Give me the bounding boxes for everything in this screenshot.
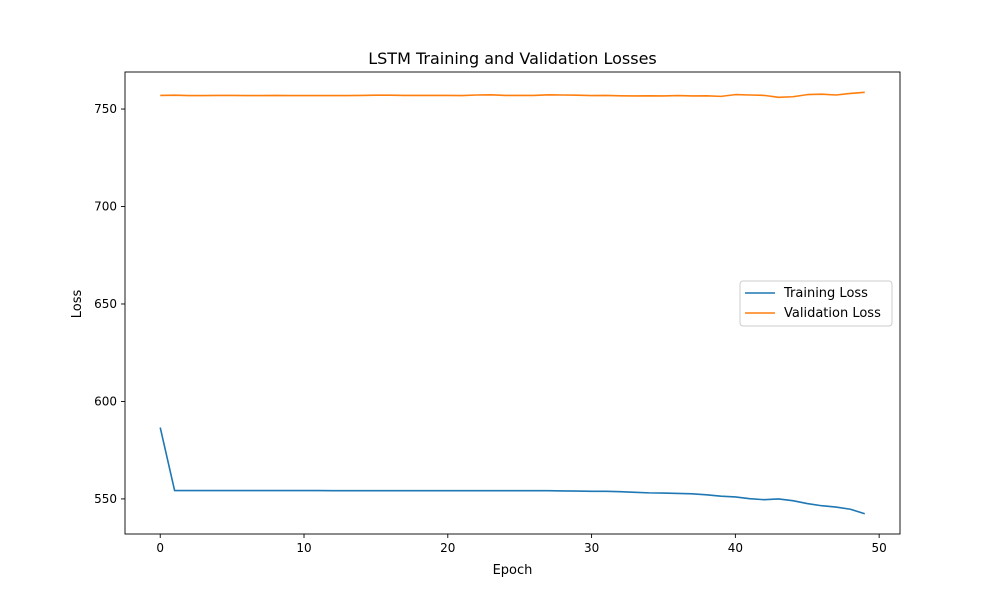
y-tick-label: 600 xyxy=(94,394,117,408)
legend-label-1: Training Loss xyxy=(783,286,868,301)
legend-label-2: Validation Loss xyxy=(784,306,881,321)
x-tick-label: 10 xyxy=(296,541,311,555)
y-tick-label: 550 xyxy=(94,492,117,506)
y-tick-label: 750 xyxy=(94,102,117,116)
chart-title: LSTM Training and Validation Losses xyxy=(368,49,657,68)
y-tick-label: 700 xyxy=(94,200,117,214)
x-axis-label: Epoch xyxy=(493,563,533,578)
axes-frame xyxy=(124,71,901,535)
series-line-2 xyxy=(160,91,865,99)
legend: Training Loss Validation Loss xyxy=(739,280,893,327)
x-tick-label: 20 xyxy=(440,541,455,555)
y-tick-label: 650 xyxy=(94,297,117,311)
plot-area xyxy=(159,91,866,515)
x-tick-label: 0 xyxy=(156,541,164,555)
legend-box xyxy=(739,280,893,327)
x-tick-label: 40 xyxy=(728,541,743,555)
series-line-1 xyxy=(159,427,866,515)
y-axis-label: Loss xyxy=(70,290,85,319)
x-tick-label: 30 xyxy=(584,541,599,555)
x-tick-label: 50 xyxy=(872,541,887,555)
axes: 0 10 20 30 40 50 550 600 650 700 750 xyxy=(94,71,901,555)
